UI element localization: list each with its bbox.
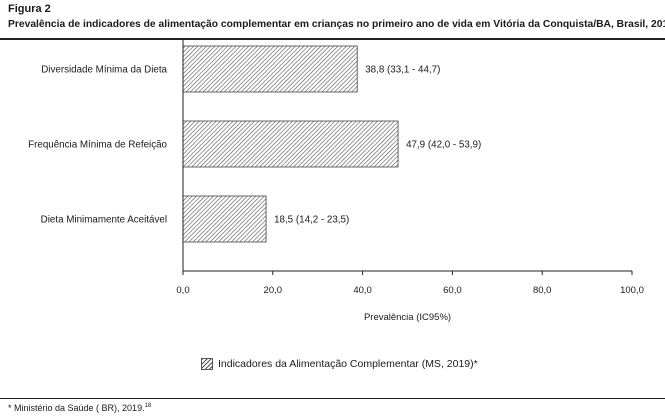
x-axis-title: Prevalência (IC95%) (364, 312, 451, 323)
x-tick-label: 100,0 (620, 285, 644, 296)
x-tick-label: 0,0 (176, 285, 189, 296)
footnote: * Ministério da Saúde ( BR), 2019.18 (8, 403, 151, 413)
bar-2 (182, 120, 399, 168)
x-tick-label: 20,0 (264, 285, 283, 296)
footnote-reference: 18 (144, 403, 152, 409)
x-tick-label: 40,0 (353, 285, 372, 296)
value-label: 18,5 (14,2 - 23,5) (274, 215, 349, 226)
top-rule (0, 38, 665, 40)
figure-label: Figura 2 (8, 3, 51, 15)
category-label: Diversidade Mínima da Dieta (41, 65, 167, 76)
bar-1 (182, 45, 358, 93)
bottom-rule (0, 398, 665, 399)
legend-swatch (201, 358, 213, 370)
bar-chart: Diversidade Mínima da Dieta 38,8 (33,1 - … (28, 40, 644, 323)
x-tick-label: 60,0 (443, 285, 462, 296)
value-label: 47,9 (42,0 - 53,9) (406, 140, 481, 151)
figure-caption: Prevalência de indicadores de alimentaçã… (8, 19, 665, 30)
legend-label: Indicadores da Alimentação Complementar … (218, 358, 478, 370)
category-label: Dieta Minimamente Aceitável (41, 215, 167, 226)
bar-3 (182, 195, 267, 243)
chart-legend: Indicadores da Alimentação Complementar … (201, 358, 478, 370)
footnote-text: * Ministério da Saúde ( BR), 2019. (8, 403, 145, 413)
category-label: Frequência Mínima de Refeição (28, 140, 167, 151)
x-tick-label: 80,0 (533, 285, 552, 296)
value-label: 38,8 (33,1 - 44,7) (365, 65, 440, 76)
